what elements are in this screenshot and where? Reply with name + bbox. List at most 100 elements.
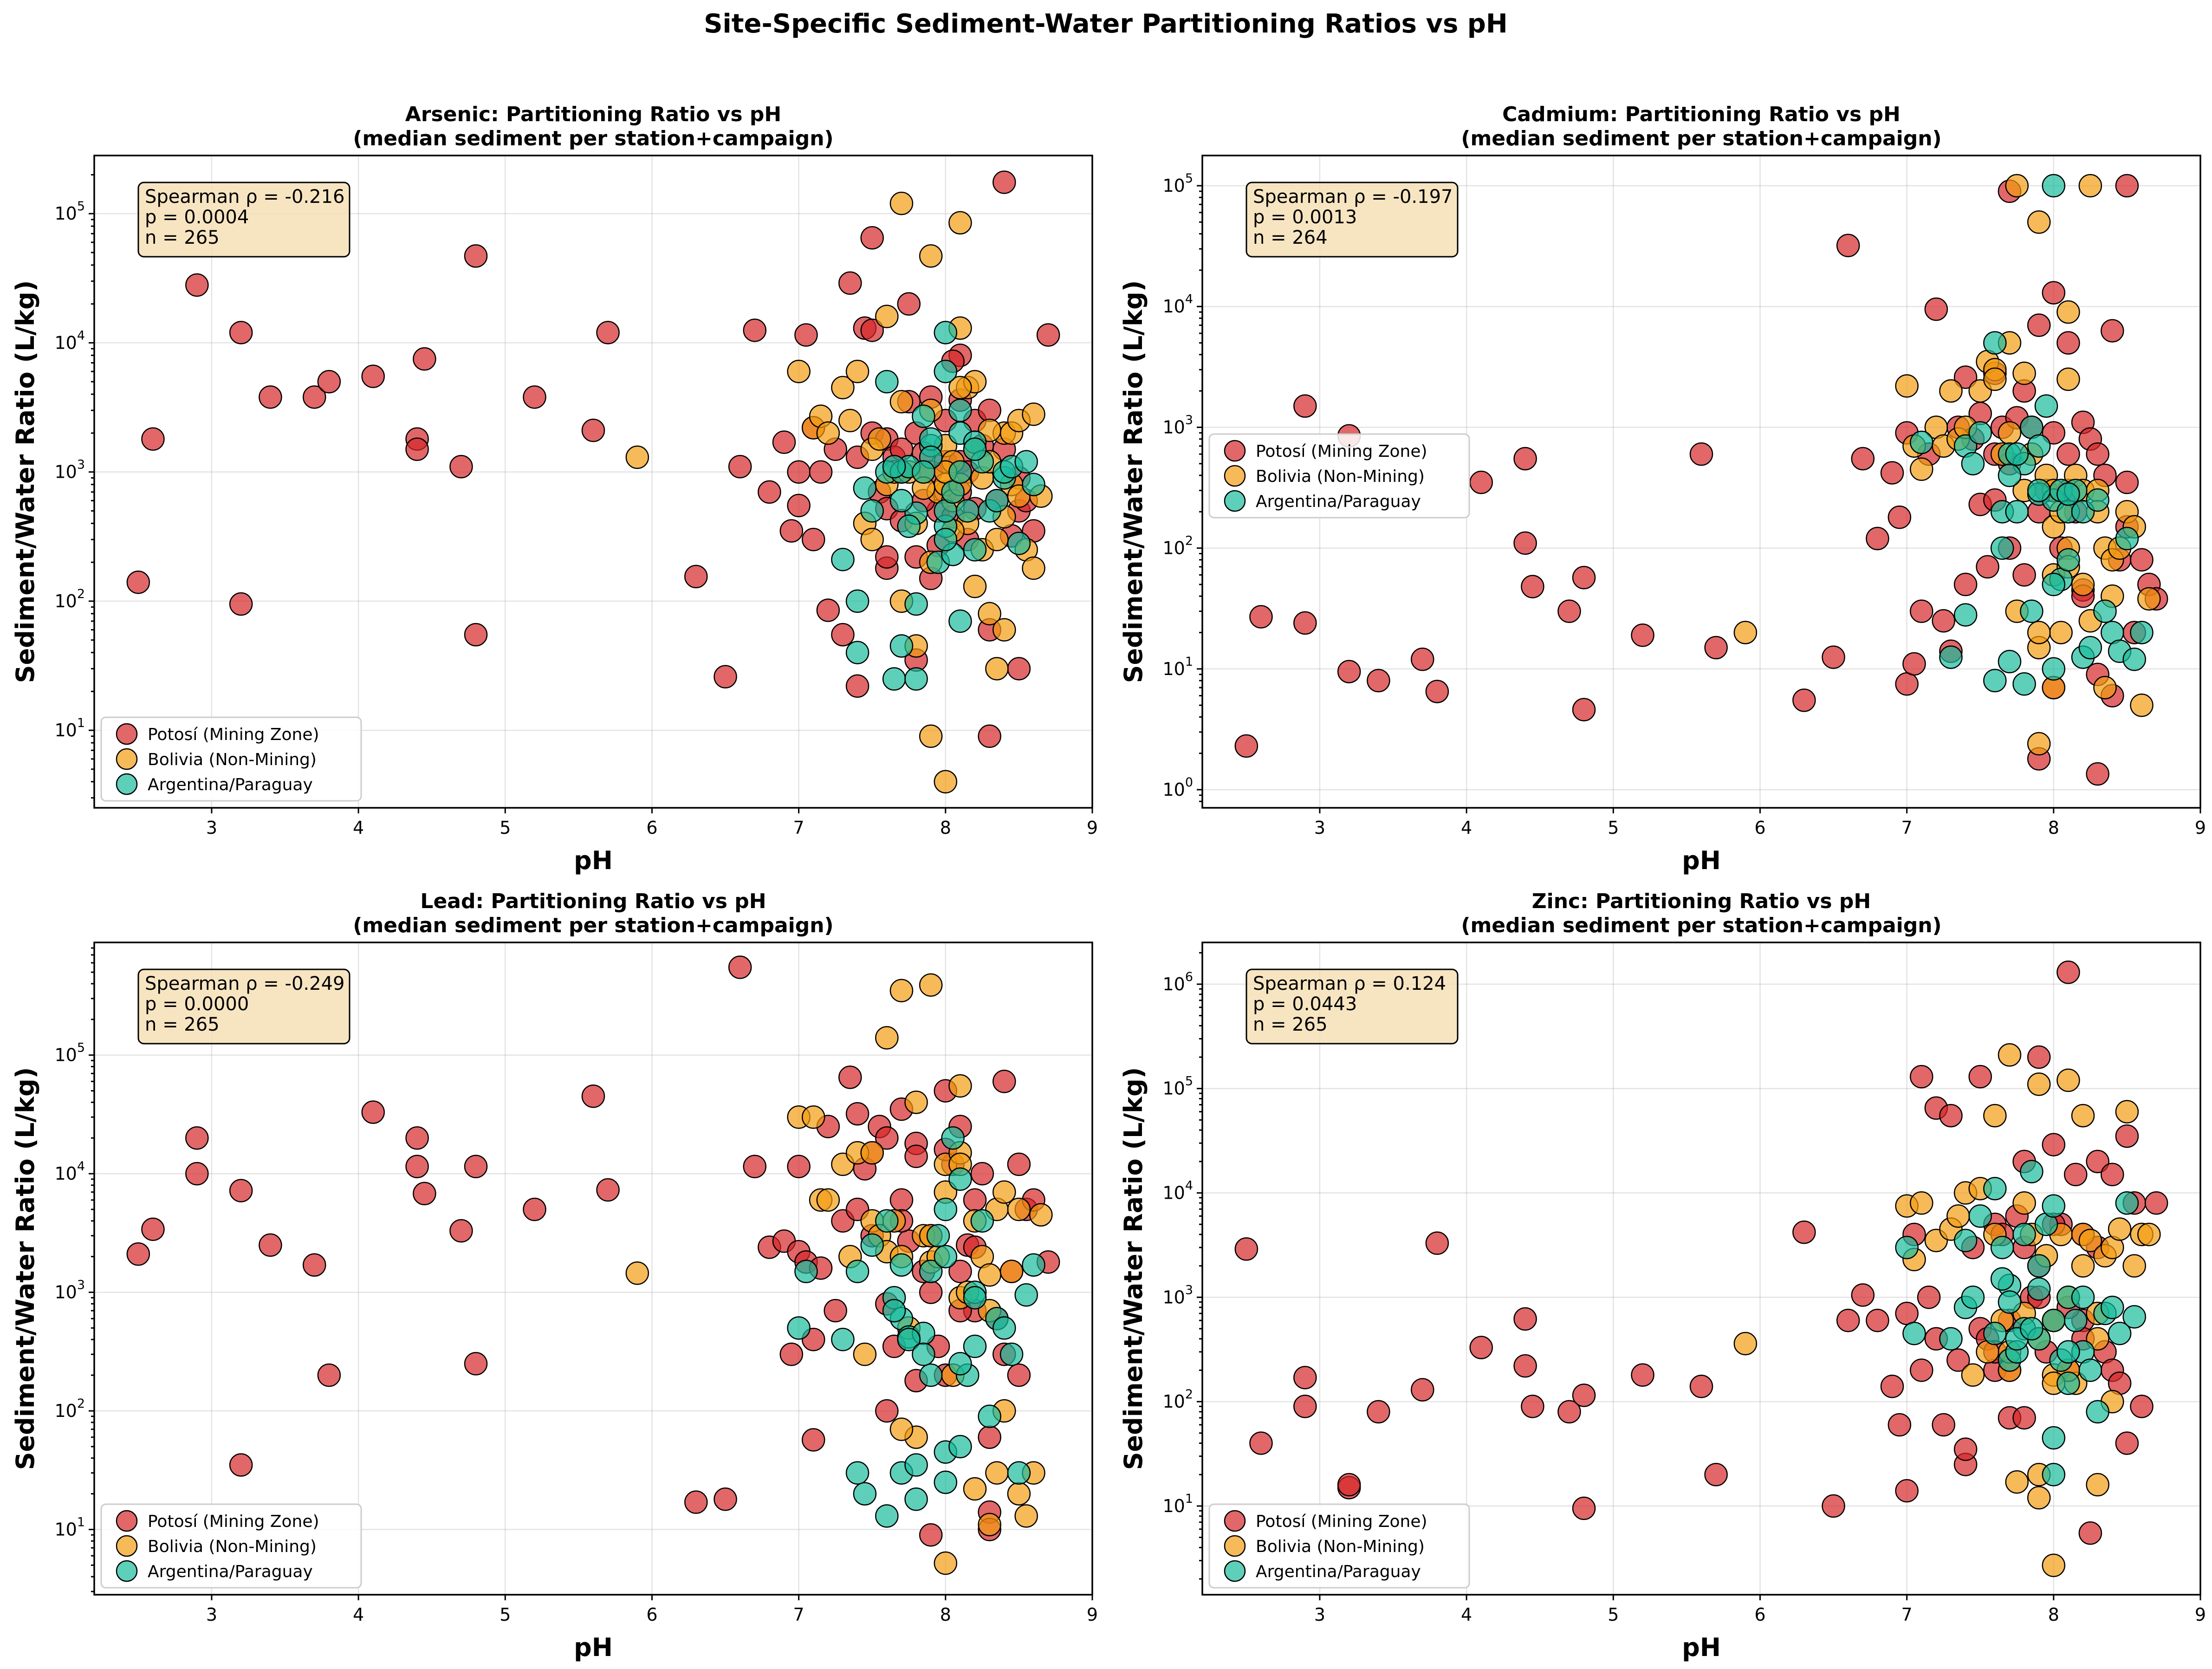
point-bolivia-non-mining [860, 527, 884, 552]
point-potos-mining-zone [897, 292, 921, 316]
y-tick-label: 102 [1162, 1387, 1193, 1412]
point-bolivia-non-mining [787, 359, 811, 383]
point-argentina-paraguay [831, 1327, 855, 1351]
point-bolivia-non-mining [919, 973, 943, 997]
point-potos-mining-zone [1953, 365, 1978, 389]
point-potos-mining-zone [259, 385, 282, 409]
point-potos-mining-zone [787, 494, 811, 518]
point-potos-mining-zone [1521, 1395, 1544, 1418]
point-potos-mining-zone [860, 318, 884, 342]
point-potos-mining-zone [317, 370, 341, 394]
point-potos-mining-zone [992, 1070, 1016, 1093]
x-tick-label: 9 [2195, 1604, 2206, 1625]
point-potos-mining-zone [904, 1144, 928, 1169]
point-bolivia-non-mining [2027, 621, 2051, 644]
point-argentina-paraguay [845, 1260, 869, 1283]
legend-label-argentina-paraguay: Argentina/Paraguay [148, 775, 313, 794]
point-bolivia-non-mining [625, 445, 649, 469]
point-potos-mining-zone [1367, 669, 1390, 693]
point-argentina-paraguay [882, 1299, 906, 1323]
point-argentina-paraguay [2005, 442, 2029, 466]
x-tick-label: 5 [1608, 1604, 1619, 1625]
point-bolivia-non-mining [2027, 732, 2051, 756]
point-argentina-paraguay [948, 460, 972, 484]
stats-line: n = 265 [145, 1014, 220, 1035]
legend-marker-potos-mining-zone [1224, 440, 1246, 462]
point-potos-mining-zone [1425, 680, 1449, 703]
stats-line: Spearman ρ = -0.216 [145, 186, 344, 208]
point-potos-mining-zone [1704, 1462, 1728, 1487]
point-bolivia-non-mining [1939, 379, 1963, 403]
plot-frame [1201, 942, 2201, 1596]
point-argentina-paraguay [2027, 1277, 2051, 1301]
point-potos-mining-zone [464, 1155, 488, 1178]
point-argentina-paraguay [963, 1334, 987, 1358]
point-argentina-paraguay [1983, 1176, 2007, 1201]
point-potos-mining-zone [1946, 1348, 1970, 1372]
point-bolivia-non-mining [934, 1551, 958, 1575]
point-argentina-paraguay [934, 527, 958, 552]
point-argentina-paraguay [1014, 1283, 1038, 1307]
y-tick-label: 101 [1162, 1492, 1193, 1516]
point-argentina-paraguay [794, 1260, 818, 1283]
point-bolivia-non-mining [2130, 693, 2154, 717]
point-bolivia-non-mining [1910, 1191, 1933, 1215]
legend-label-bolivia-non-mining: Bolivia (Non-Mining) [148, 1537, 317, 1556]
point-potos-mining-zone [2056, 961, 2080, 984]
points-layer [126, 170, 1060, 794]
point-argentina-paraguay [1961, 1286, 1985, 1309]
point-argentina-paraguay [2012, 1222, 2036, 1247]
point-argentina-paraguay [2078, 636, 2102, 660]
point-argentina-paraguay [919, 1363, 943, 1387]
point-argentina-paraguay [2086, 488, 2109, 512]
point-potos-mining-zone [2056, 331, 2080, 355]
panel-title: Cadmium: Partitioning Ratio vs pH [1502, 103, 1901, 126]
point-potos-mining-zone [259, 1233, 282, 1257]
point-potos-mining-zone [2101, 1162, 2124, 1187]
point-argentina-paraguay [1983, 331, 2007, 355]
point-argentina-paraguay [2027, 434, 2051, 458]
point-potos-mining-zone [1704, 636, 1728, 660]
point-argentina-paraguay [875, 1504, 899, 1528]
point-potos-mining-zone [1932, 1413, 1955, 1437]
stats-line: Spearman ρ = -0.197 [1253, 186, 1453, 208]
panel-subtitle: (median sediment per station+campaign) [353, 127, 833, 150]
point-argentina-paraguay [853, 1482, 877, 1506]
point-bolivia-non-mining [889, 390, 914, 414]
legend-label-argentina-paraguay: Argentina/Paraguay [148, 1562, 313, 1581]
point-argentina-paraguay [2042, 572, 2066, 597]
point-potos-mining-zone [413, 347, 436, 371]
point-potos-mining-zone [1249, 605, 1273, 629]
point-argentina-paraguay [882, 667, 906, 691]
point-potos-mining-zone [229, 1453, 253, 1477]
y-tick-label: 104 [1162, 1179, 1193, 1203]
point-bolivia-non-mining [838, 409, 862, 433]
point-argentina-paraguay [2115, 526, 2139, 551]
legend-label-bolivia-non-mining: Bolivia (Non-Mining) [1256, 467, 1425, 486]
point-potos-mining-zone [875, 1399, 899, 1423]
point-argentina-paraguay [999, 1342, 1024, 1366]
point-argentina-paraguay [978, 1404, 1001, 1428]
stats-box [1245, 968, 1459, 1045]
y-tick-label: 101 [54, 716, 85, 740]
point-potos-mining-zone [126, 1242, 150, 1266]
y-tick-label: 100 [1162, 775, 1193, 800]
point-argentina-paraguay [1022, 473, 1045, 496]
point-potos-mining-zone [1513, 1354, 1537, 1378]
point-potos-mining-zone [1924, 297, 1948, 321]
point-argentina-paraguay [1939, 1327, 1963, 1351]
point-bolivia-non-mining [1998, 421, 2022, 445]
point-argentina-paraguay [1968, 1204, 1992, 1228]
point-bolivia-non-mining [1733, 1331, 1758, 1356]
point-potos-mining-zone [229, 592, 253, 616]
point-bolivia-non-mining [2027, 1486, 2051, 1510]
point-argentina-paraguay [1953, 1228, 1978, 1253]
y-tick-label: 105 [1162, 1074, 1193, 1099]
point-potos-mining-zone [229, 1179, 253, 1202]
point-potos-mining-zone [1888, 505, 1912, 529]
y-axis-label: Sediment/Water Ratio (L/kg) [1119, 280, 1148, 683]
legend-label-argentina-paraguay: Argentina/Paraguay [1256, 1562, 1421, 1581]
point-argentina-paraguay [2115, 1191, 2139, 1215]
point-potos-mining-zone [2056, 442, 2080, 466]
point-argentina-paraguay [1990, 536, 2014, 560]
